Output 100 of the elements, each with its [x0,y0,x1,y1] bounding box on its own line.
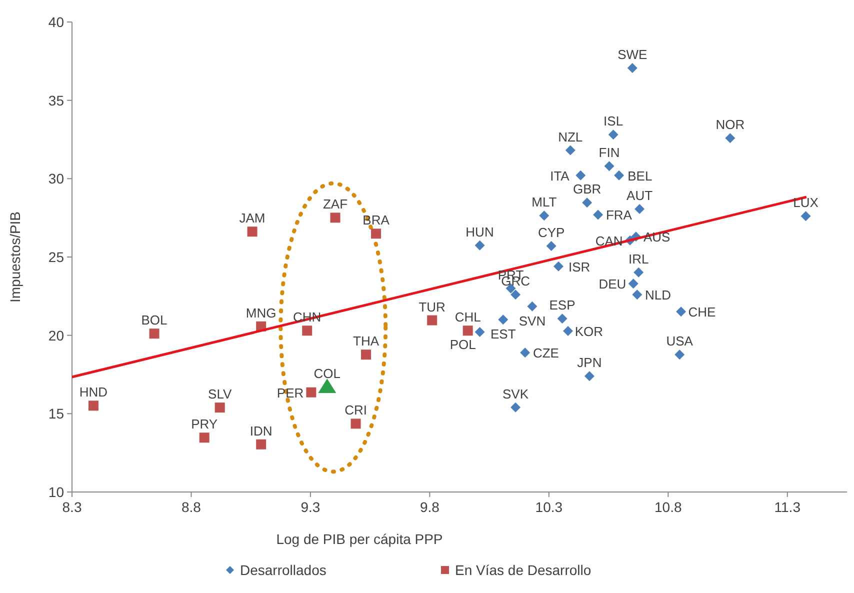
point [676,306,686,317]
point [557,314,568,324]
annotation: FRA [606,208,632,223]
annotation: MLT [532,194,557,210]
point [371,228,382,239]
annotation: THA [353,334,380,349]
point [634,267,644,278]
annotation: EST [490,326,516,342]
annotation: SWE [618,47,648,62]
annotation: NLD [645,288,672,303]
annotation: SVK [502,386,529,402]
point [563,326,573,336]
annotation: ZAF [322,196,348,212]
annotation: GBR [572,182,602,197]
point [614,170,624,180]
point [474,240,485,250]
x-tick-label: 9.8 [420,499,440,515]
annotation: CZE [532,346,560,361]
y-tick-label: 35 [48,92,64,108]
point [674,350,685,360]
point [593,210,604,220]
annotation: JPN [577,355,602,370]
annotation: USA [666,334,694,349]
point [474,327,485,338]
annotation: AUT [626,188,653,204]
legend-label: En Vías de Desarrollo [455,562,592,578]
annotation: JAM [239,210,266,226]
point [350,418,361,429]
point [608,130,618,140]
point [330,212,340,223]
point [510,402,521,412]
annotation: ITA [550,168,570,184]
x-tick-label: 10.8 [654,499,682,515]
annotation: CYP [538,225,565,240]
point [427,315,438,326]
x-axis-title: Log de PIB per cápita PPP [276,531,443,547]
annotation: NOR [716,117,745,132]
y-tick-label: 25 [48,249,64,265]
annotation: BOL [141,312,168,328]
annotation: LUX [793,195,819,210]
annotation: IRL [628,251,649,266]
point [584,371,594,382]
annotation: CAN [595,233,623,248]
point [318,378,336,394]
point [306,387,316,398]
point [604,161,614,172]
point [462,326,473,336]
point [520,348,530,358]
annotation: BEL [628,168,652,184]
annotation: BRA [362,212,390,228]
point [565,145,576,156]
point [214,402,225,413]
annotation: SLV [208,386,232,402]
point [576,170,586,180]
point [498,314,508,325]
point [199,432,210,443]
annotation: PRY [191,416,218,432]
point [725,133,736,144]
annotation: IDN [250,423,272,438]
annotation: MNG [246,305,276,320]
annotation: ISR [568,259,590,274]
annotation: COL [314,366,341,382]
y-tick-label: 10 [48,484,64,500]
point [510,290,521,300]
x-tick-label: 8.3 [62,499,82,515]
point [247,226,258,237]
annotation: SVN [518,313,546,328]
y-tick-label: 30 [48,170,64,187]
annotation: PER [276,385,304,400]
annotation: HND [79,384,108,400]
annotation: CHL [454,310,481,325]
annotation: FIN [598,145,620,160]
annotation: ESP [549,298,576,313]
point [634,204,645,214]
point [256,439,266,450]
point [627,63,638,74]
annotation: CHE [688,304,716,320]
point [527,301,538,312]
y-tick-label: 15 [48,406,64,422]
point [800,211,811,222]
point [553,261,564,272]
point [361,350,372,360]
annotation: CRI [344,402,367,418]
annotation: POL [450,337,476,352]
annotation: ISL [604,114,624,129]
point [628,278,638,289]
point [539,210,550,221]
point [149,328,160,339]
point [582,198,592,208]
y-tick-label: 20 [48,327,64,344]
point [302,326,312,336]
x-tick-label: 10.3 [535,499,563,515]
annotation: HUN [466,224,494,240]
annotation: DEU [598,276,626,292]
annotation: NZL [558,129,583,144]
point [632,290,642,300]
y-tick-label: 40 [48,14,64,30]
annotation: AUS [643,230,671,245]
annotation: KOR [574,324,603,339]
x-tick-label: 9.3 [300,499,320,515]
